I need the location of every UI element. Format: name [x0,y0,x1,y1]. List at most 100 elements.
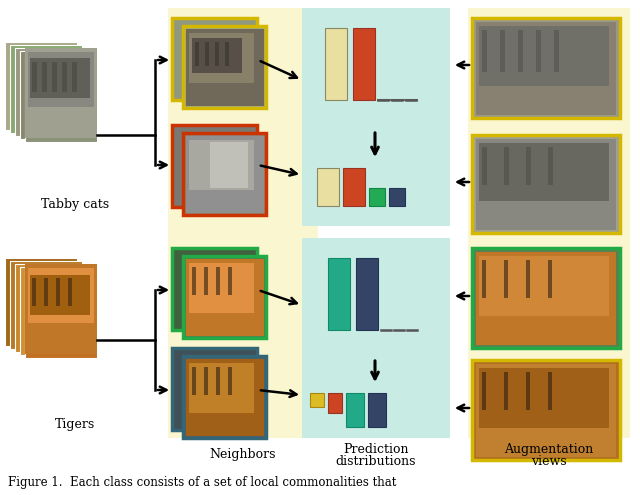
Bar [228,367,232,395]
Bar [62,62,67,92]
Bar [172,125,257,207]
Bar [548,147,553,185]
Bar [56,278,60,306]
Bar [204,267,208,295]
Bar [482,30,487,72]
Bar [476,364,616,457]
Bar [302,8,450,226]
Bar [479,256,609,316]
Bar [42,62,47,92]
Bar [325,28,347,100]
Bar [192,367,196,395]
Bar [52,62,57,92]
Bar [302,238,450,438]
Bar [346,393,364,427]
Bar [353,28,375,100]
Bar [32,278,36,306]
Bar [389,188,405,206]
Bar [228,267,232,295]
Bar [500,30,505,72]
Bar [225,42,229,66]
Bar [548,372,552,410]
Bar [30,58,90,98]
Text: views: views [531,455,567,468]
Bar [189,363,254,413]
Bar [15,48,87,136]
Bar [479,143,609,201]
Bar [5,258,77,346]
Bar [216,367,220,395]
Bar [192,267,196,295]
Bar [468,8,630,438]
Bar [172,248,257,330]
Bar [526,260,530,298]
Bar [25,54,97,142]
Bar [25,270,97,358]
Text: Figure 1.  Each class consists of a set of local commonalities that: Figure 1. Each class consists of a set o… [8,476,396,489]
Bar [72,62,77,92]
Bar [504,260,508,298]
Bar [195,42,199,66]
Bar [504,147,509,185]
Bar [183,256,266,338]
Bar [5,42,77,130]
Bar [204,367,208,395]
Bar [310,393,324,407]
Bar [186,136,264,213]
Bar [482,260,486,298]
Bar [25,48,97,138]
Text: Tabby cats: Tabby cats [41,198,109,211]
Bar [356,258,378,330]
Bar [10,45,82,133]
Bar [189,33,254,83]
Bar [189,140,254,190]
Bar [472,248,620,348]
Text: Prediction: Prediction [343,443,409,456]
Bar [476,22,616,115]
Bar [476,139,616,230]
Bar [20,267,92,355]
Text: Augmentation: Augmentation [504,443,594,456]
Bar [472,18,620,118]
Bar [215,42,219,66]
Bar [482,147,487,185]
Bar [186,29,264,106]
Bar [183,26,266,108]
Bar [28,268,94,323]
Bar [472,360,620,460]
Bar [172,18,257,100]
Bar [186,359,264,436]
Bar [216,267,220,295]
Bar [536,30,541,72]
Bar [479,368,609,428]
Bar [183,356,266,438]
Bar [44,278,48,306]
Bar [25,264,97,354]
Bar [68,278,72,306]
Bar [504,372,508,410]
Bar [32,62,37,92]
Bar [317,168,339,206]
Bar [526,147,531,185]
Bar [192,38,242,73]
Bar [183,133,266,215]
Bar [328,393,342,413]
Bar [10,261,82,349]
Text: Neighbors: Neighbors [210,448,276,461]
Bar [554,30,559,72]
Bar [526,372,530,410]
Bar [168,8,318,438]
Bar [172,348,257,430]
Bar [476,252,616,345]
Bar [205,42,209,66]
Bar [548,260,552,298]
Bar [328,258,350,330]
Bar [28,52,94,107]
Bar [472,135,620,233]
Bar [15,264,87,352]
Bar [210,142,248,188]
Bar [518,30,523,72]
Bar [30,275,90,315]
Bar [343,168,365,206]
Bar [368,393,386,427]
